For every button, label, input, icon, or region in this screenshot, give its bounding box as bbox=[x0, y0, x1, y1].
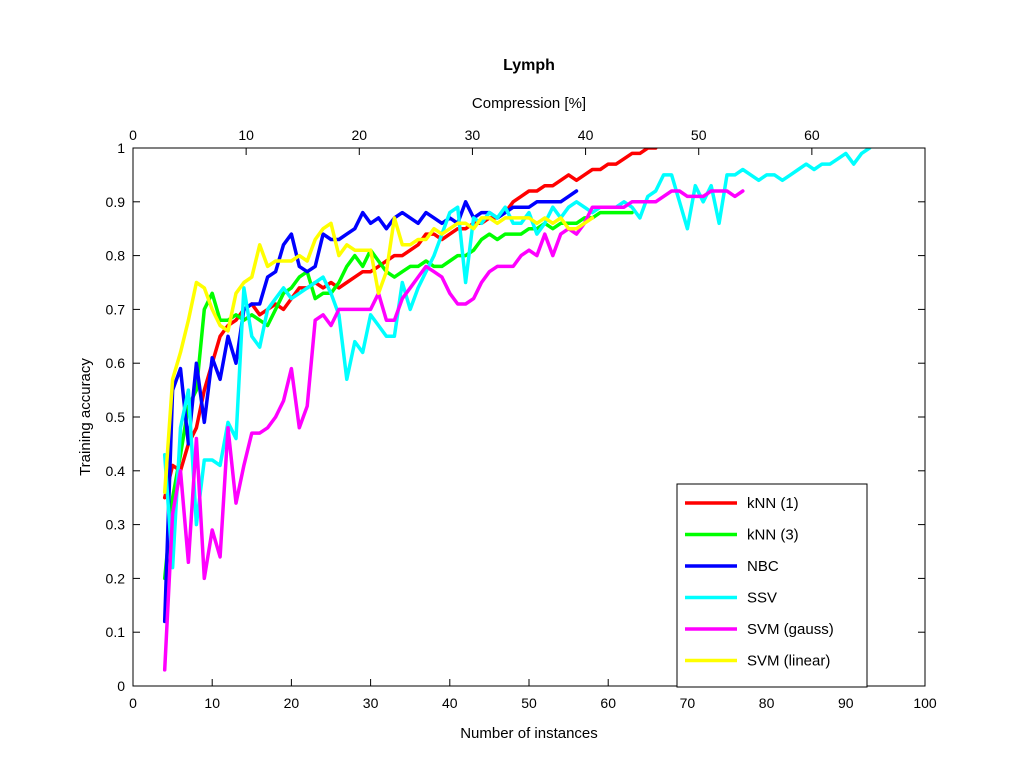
legend-label: kNN (3) bbox=[747, 527, 799, 544]
top-tick-label: 60 bbox=[804, 127, 820, 143]
legend-label: SVM (gauss) bbox=[747, 621, 834, 638]
y-tick-label: 0.3 bbox=[106, 517, 126, 533]
y-axis-label: Training accuracy bbox=[77, 358, 94, 476]
top-axis-label: Compression [%] bbox=[472, 95, 586, 112]
y-tick-label: 0.8 bbox=[106, 248, 126, 264]
y-tick-label: 0.9 bbox=[106, 194, 126, 210]
legend-label: kNN (1) bbox=[747, 495, 799, 512]
x-tick-label: 50 bbox=[521, 695, 537, 711]
x-axis-label: Number of instances bbox=[460, 725, 598, 742]
y-tick-label: 0.2 bbox=[106, 570, 126, 586]
y-tick-label: 0.7 bbox=[106, 301, 126, 317]
series-line-1 bbox=[162, 148, 658, 500]
legend: kNN (1) kNN (3) NBC SSV SVM (gauss) SVM (line… bbox=[676, 483, 868, 688]
series-line-2 bbox=[162, 210, 634, 581]
y-tick-label: 0 bbox=[117, 678, 125, 694]
top-tick-label: 20 bbox=[351, 127, 367, 143]
top-tick-label: 40 bbox=[578, 127, 594, 143]
legend-label: SSV bbox=[747, 590, 777, 607]
top-tick-label: 50 bbox=[691, 127, 707, 143]
x-tick-label: 30 bbox=[363, 695, 379, 711]
top-tick-label: 30 bbox=[465, 127, 481, 143]
x-tick-label: 90 bbox=[838, 695, 854, 711]
y-tick-label: 0.4 bbox=[106, 463, 126, 479]
x-tick-label: 0 bbox=[129, 695, 137, 711]
y-tick-label: 0.5 bbox=[106, 409, 126, 425]
top-tick-label: 10 bbox=[238, 127, 254, 143]
series-line-5 bbox=[162, 189, 745, 672]
axes: 0 10 20 30 40 50 60 70 80 90 10000.10.20.30.40.50.… bbox=[106, 127, 937, 711]
x-tick-label: 80 bbox=[759, 695, 775, 711]
x-tick-label: 40 bbox=[442, 695, 458, 711]
x-tick-label: 10 bbox=[204, 695, 220, 711]
y-tick-label: 1 bbox=[117, 140, 125, 156]
top-tick-label: 0 bbox=[129, 127, 137, 143]
y-tick-label: 0.6 bbox=[106, 355, 126, 371]
series-line-4 bbox=[162, 148, 872, 570]
y-tick-label: 0.1 bbox=[106, 624, 126, 640]
series-line-6 bbox=[162, 216, 595, 495]
legend-box bbox=[676, 483, 868, 688]
x-tick-label: 20 bbox=[284, 695, 300, 711]
x-tick-label: 60 bbox=[600, 695, 616, 711]
legend-label: NBC bbox=[747, 558, 779, 575]
chart-title: Lymph bbox=[503, 57, 555, 74]
legend-label: SVM (linear) bbox=[747, 653, 830, 670]
x-tick-label: 100 bbox=[913, 695, 937, 711]
plot-area bbox=[162, 148, 872, 672]
x-tick-label: 70 bbox=[680, 695, 696, 711]
